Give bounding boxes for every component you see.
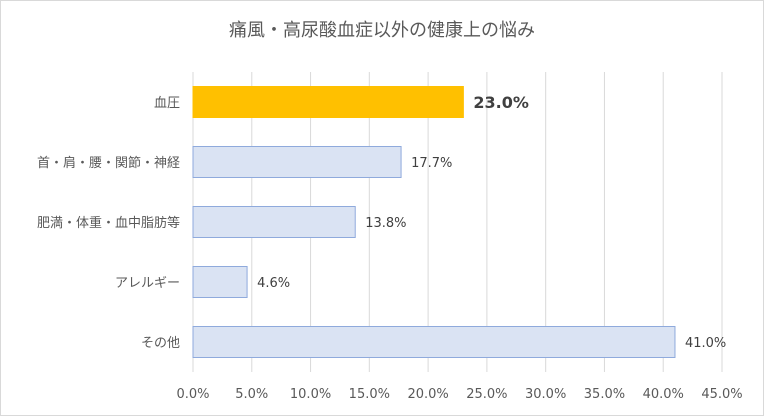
category-label: 血圧 — [154, 96, 180, 111]
x-tick-label: 40.0% — [643, 387, 684, 402]
data-label: 4.6% — [257, 276, 290, 291]
bar — [192, 326, 676, 358]
data-label: 13.8% — [365, 216, 406, 231]
bar — [192, 266, 248, 298]
x-tick-label: 30.0% — [525, 387, 566, 402]
bar — [192, 146, 402, 178]
x-tick-label: 10.0% — [290, 387, 331, 402]
x-tick-label: 5.0% — [235, 387, 268, 402]
category-label: その他 — [141, 336, 180, 351]
x-tick-label: 15.0% — [349, 387, 390, 402]
x-tick-label: 25.0% — [466, 387, 507, 402]
data-label: 17.7% — [411, 156, 452, 171]
category-label: アレルギー — [115, 276, 180, 291]
bar-highlighted — [192, 86, 464, 118]
x-tick-label: 20.0% — [407, 387, 448, 402]
data-label: 41.0% — [685, 336, 726, 351]
category-label: 首・肩・腰・関節・神経 — [37, 155, 180, 171]
x-tick-label: 45.0% — [701, 387, 742, 402]
data-label: 23.0% — [473, 93, 529, 112]
category-label: 肥満・体重・血中脂肪等 — [37, 215, 180, 231]
x-tick-label: 35.0% — [584, 387, 625, 402]
bar — [192, 206, 356, 238]
chart-title: 痛風・高尿酸血症以外の健康上の悩み — [229, 20, 535, 41]
x-tick-label: 0.0% — [176, 387, 209, 402]
